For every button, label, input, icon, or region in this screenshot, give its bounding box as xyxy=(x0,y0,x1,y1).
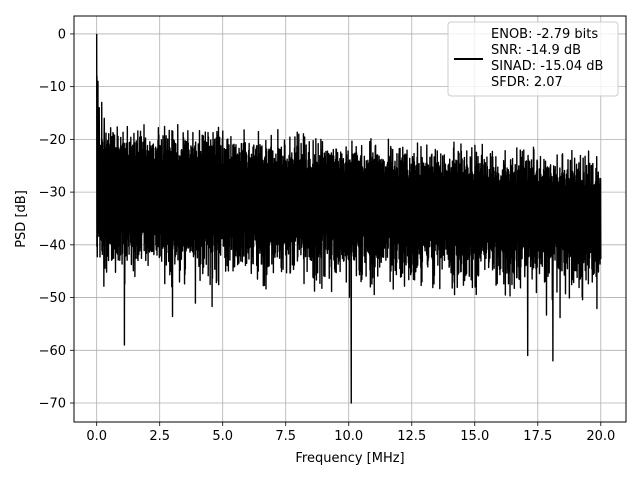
y-tick-label: −50 xyxy=(39,291,66,306)
y-tick-label: 0 xyxy=(58,27,66,42)
x-tick-label: 12.5 xyxy=(397,429,426,444)
y-tick-label: −70 xyxy=(39,397,66,412)
legend-box xyxy=(447,21,619,97)
legend-line-sinad: SINAD: -15.04 dB xyxy=(491,59,603,74)
x-tick-label: 20.0 xyxy=(586,429,615,444)
x-tick-label: 7.5 xyxy=(275,429,296,444)
ticks: 0.0 2.5 5.0 7.5 10.0 12.5 15.0 17.5 20.0 0 −10 −20 −… xyxy=(39,27,616,444)
x-axis-label: Frequency [MHz] xyxy=(295,451,404,466)
y-tick-label: −30 xyxy=(39,186,66,201)
series-psd xyxy=(95,33,602,404)
legend-line-sfdr: SFDR: 2.07 xyxy=(491,75,563,90)
legend: ENOB: -2.79 bits SNR: -14.9 dB SINAD: -1… xyxy=(447,21,619,97)
legend-line-snr: SNR: -14.9 dB xyxy=(491,43,581,58)
y-axis-label: PSD [dB] xyxy=(14,190,29,248)
y-tick-label: −10 xyxy=(39,80,66,95)
x-tick-label: 10.0 xyxy=(334,429,363,444)
legend-line-enob: ENOB: -2.79 bits xyxy=(491,27,598,42)
x-tick-label: 5.0 xyxy=(212,429,233,444)
psd-line xyxy=(95,33,602,404)
axes-frame xyxy=(73,15,627,423)
y-tick-label: −20 xyxy=(39,133,66,148)
y-tick-label: −40 xyxy=(39,238,66,253)
x-tick-label: 2.5 xyxy=(149,429,170,444)
x-tick-label: 0.0 xyxy=(86,429,107,444)
y-tick-label: −60 xyxy=(39,344,66,359)
x-tick-label: 15.0 xyxy=(460,429,489,444)
x-tick-label: 17.5 xyxy=(523,429,552,444)
